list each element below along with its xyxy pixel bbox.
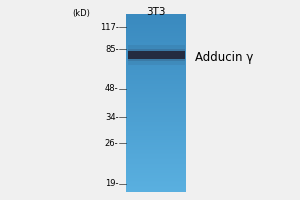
Text: (kD): (kD) <box>72 9 90 18</box>
Bar <box>128 45 184 65</box>
Text: 26-: 26- <box>105 138 119 148</box>
Text: 34-: 34- <box>105 112 119 121</box>
Text: 117-: 117- <box>100 22 118 31</box>
Bar <box>128 51 184 59</box>
Text: 19-: 19- <box>105 180 119 188</box>
Bar <box>128 49 184 61</box>
Text: 3T3: 3T3 <box>146 7 166 17</box>
Text: 85-: 85- <box>105 45 119 53</box>
Text: 48-: 48- <box>105 84 119 93</box>
Text: Adducin γ: Adducin γ <box>195 50 254 64</box>
